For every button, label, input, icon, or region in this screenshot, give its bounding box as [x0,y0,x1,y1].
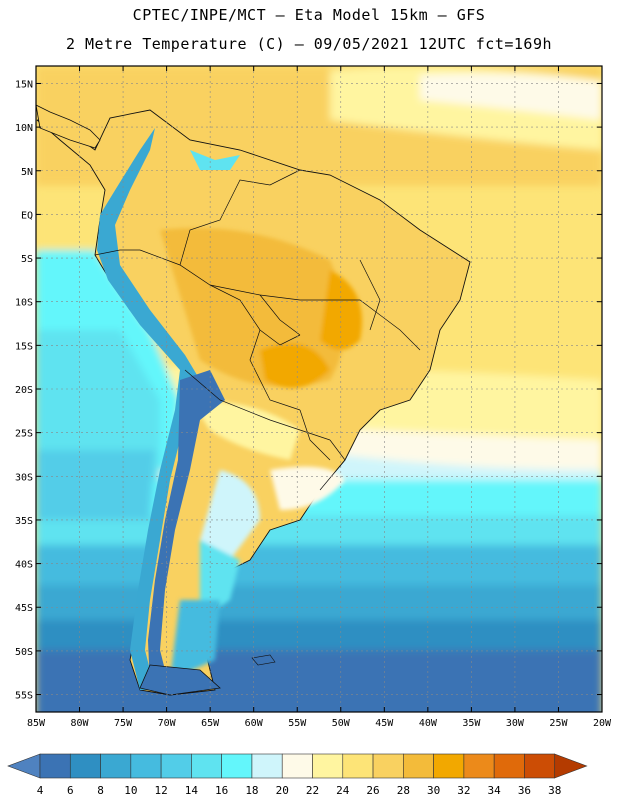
colorbar-label: 34 [488,784,502,797]
lat-label: 20S [15,385,33,396]
lon-label: 25W [549,718,568,729]
lon-label: 40W [419,718,438,729]
lat-label: 30S [15,472,33,483]
lat-label: 55S [15,691,33,702]
lat-label: EQ [21,210,33,221]
colorbar-label: 12 [154,784,167,797]
colorbar-label: 32 [457,784,470,797]
colorbar-label: 22 [306,784,319,797]
map-subtitle: 2 Metre Temperature (C) – 09/05/2021 12U… [65,35,553,53]
colorbar-swatch [130,753,162,779]
colorbar-labels: 4 6 8 10 12 14 16 18 20 22 24 26 28 30 32 34 36 38 [37,784,562,797]
colorbar-swatch [342,753,374,779]
lon-label: 60W [245,718,264,729]
colorbar-swatch [221,753,253,779]
lat-label: 50S [15,647,33,658]
colorbar-label: 24 [336,784,350,797]
longitude-labels: 85W 80W 75W 70W 65W 60W 55W 50W 45W 40W 35W 30W 25W 2… [27,718,612,729]
colorbar-swatch [251,753,283,779]
axis-ticks [35,66,603,712]
colorbar-arrow-high [554,753,588,779]
colorbar-label: 14 [185,784,199,797]
lon-label: 20W [593,718,612,729]
colorbar-label: 36 [518,784,531,797]
colorbar-swatch [433,753,465,779]
colorbar-arrow-low [7,753,41,779]
lon-label: 65W [201,718,220,729]
colorbar-swatch [281,753,313,779]
colorbar-swatch [312,753,344,779]
lat-label: 40S [15,560,33,571]
graticule [36,66,602,712]
lon-label: 75W [114,718,133,729]
lat-label: 10N [15,123,33,134]
lat-label: 15S [15,341,33,352]
colorbar [7,753,588,779]
colorbar-swatch [403,753,434,779]
colorbar-swatch [372,753,404,779]
lat-label: 5S [21,254,33,265]
colorbar-label: 20 [276,784,289,797]
colorbar-label: 6 [67,784,74,797]
colorbar-label: 8 [97,784,104,797]
colorbar-swatch [493,753,525,779]
colorbar-label: 16 [215,784,228,797]
colorbar-label: 4 [37,784,44,797]
lon-label: 50W [332,718,351,729]
temperature-field [36,66,602,712]
latitude-labels: 15N 10N 5N EQ 5S 10S 15S 20S 25S 30S 35S 40S 45S 50S 5… [15,79,33,701]
colorbar-label: 26 [366,784,379,797]
lat-label: 35S [15,516,33,527]
lon-label: 70W [158,718,177,729]
lat-label: 45S [15,603,33,614]
colorbar-label: 30 [427,784,440,797]
country-borders [94,169,421,491]
colorbar-swatch [39,753,71,779]
colorbar-label: 38 [548,784,561,797]
colorbar-label: 18 [245,784,258,797]
colorbar-label: 10 [124,784,137,797]
lon-label: 35W [462,718,481,729]
colorbar-swatch [100,753,132,779]
colorbar-swatch [160,753,192,779]
lat-label: 25S [15,429,33,440]
lat-label: 5N [21,167,33,178]
colorbar-label: 28 [397,784,410,797]
lon-label: 55W [288,718,307,729]
lat-label: 10S [15,298,33,309]
colorbar-swatch [524,753,556,779]
lat-label: 15N [15,79,33,90]
lon-label: 30W [506,718,525,729]
colorbar-swatch [463,753,495,779]
lon-label: 80W [71,718,90,729]
colorbar-swatch [191,753,222,779]
lon-label: 45W [375,718,394,729]
colorbar-swatch [69,753,101,779]
lon-label: 85W [27,718,46,729]
map-title: CPTEC/INPE/MCT – Eta Model 15km – GFS [132,6,486,24]
